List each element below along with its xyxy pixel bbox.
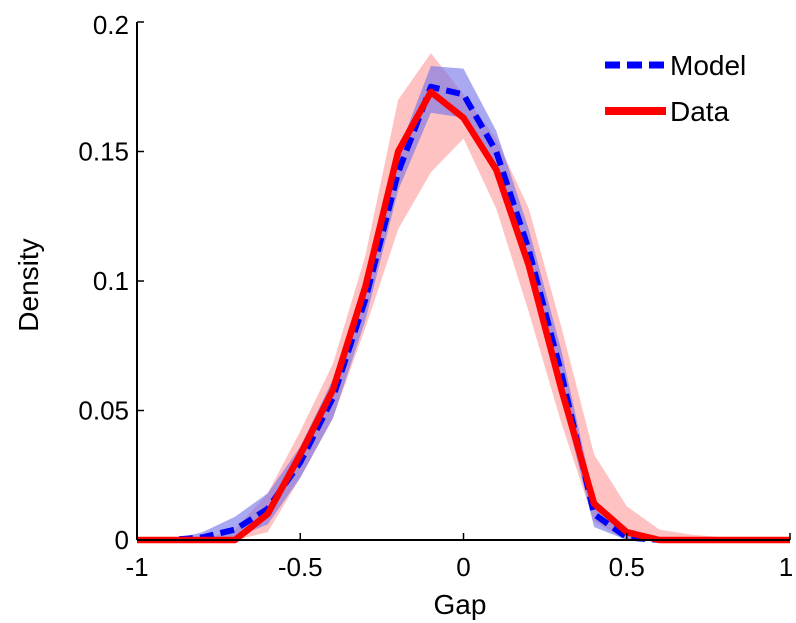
legend-label-model: Model	[670, 50, 746, 81]
x-tick-label: 0.5	[609, 552, 645, 582]
axes	[136, 21, 791, 541]
x-tick-label: 0	[456, 552, 470, 582]
legend: Model Data	[605, 50, 746, 127]
x-tick-label: -0.5	[278, 552, 323, 582]
tick-labels: -1 -0.5 0 0.5 1 0 0.05 0.1 0.15 0.2	[78, 10, 793, 582]
x-axis-label: Gap	[434, 589, 487, 620]
y-tick-label: 0.1	[93, 266, 129, 296]
y-tick-label: 0	[115, 525, 129, 555]
line-data	[137, 88, 790, 544]
y-tick-label: 0.2	[93, 10, 129, 40]
y-axis-label: Density	[13, 238, 44, 331]
x-tick-label: -1	[125, 552, 148, 582]
line-model	[137, 83, 790, 543]
y-tick-label: 0.15	[78, 137, 129, 167]
y-tick-label: 0.05	[78, 396, 129, 426]
series-lines	[137, 83, 790, 544]
legend-label-data: Data	[670, 96, 730, 127]
x-tick-label: 1	[779, 552, 793, 582]
